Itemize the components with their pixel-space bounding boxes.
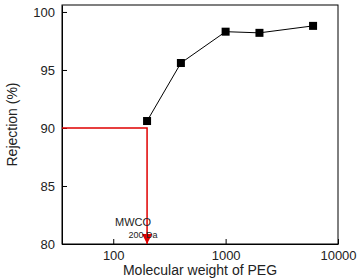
x-tick-label: 10000	[320, 248, 356, 263]
x-tick-mark	[338, 239, 339, 244]
y-tick-mark	[62, 12, 67, 13]
plot-frame	[62, 5, 338, 244]
x-tick-mark	[226, 239, 227, 244]
data-line	[147, 26, 313, 121]
y-axis-line	[62, 6, 63, 245]
x-tick-label: 100	[103, 248, 125, 263]
y-tick-label: 85	[41, 179, 55, 194]
y-tick-mark	[62, 244, 67, 245]
y-tick: 100	[33, 5, 67, 20]
x-axis: 100 1000 10000	[63, 239, 357, 263]
y-tick: 95	[41, 63, 67, 78]
y-tick: 80	[41, 237, 67, 252]
x-tick-label: 1000	[212, 248, 241, 263]
y-tick-mark	[62, 186, 67, 187]
data-point	[143, 117, 151, 125]
x-axis-line	[63, 244, 339, 245]
y-tick: 85	[41, 179, 67, 194]
y-axis: 80 85 90 95 100	[33, 5, 67, 252]
y-tick-label: 95	[41, 63, 55, 78]
data-layer	[143, 22, 317, 125]
data-point	[222, 28, 230, 36]
x-tick: 1000	[212, 239, 241, 263]
y-tick-label: 90	[41, 121, 55, 136]
data-point	[177, 59, 185, 67]
plot: 100 1000 10000 80 85 90 95 100 MWCO 200 Da	[33, 5, 356, 264]
x-tick: 100	[103, 239, 125, 263]
x-axis-title: Molecular weight of PEG	[123, 262, 277, 278]
y-tick-label: 80	[41, 237, 55, 252]
data-point	[255, 29, 263, 37]
y-axis-title: Rejection (%)	[4, 82, 20, 166]
data-point	[309, 22, 317, 30]
y-tick-mark	[62, 70, 67, 71]
annotation-text: 200 Da	[129, 230, 158, 240]
annotation-text: MWCO	[115, 216, 151, 228]
y-tick-label: 100	[33, 5, 55, 20]
x-tick: 10000	[320, 239, 356, 263]
x-tick-mark	[113, 239, 114, 244]
chart: 100 1000 10000 80 85 90 95 100 MWCO 200 Da Molecul…	[0, 0, 357, 278]
